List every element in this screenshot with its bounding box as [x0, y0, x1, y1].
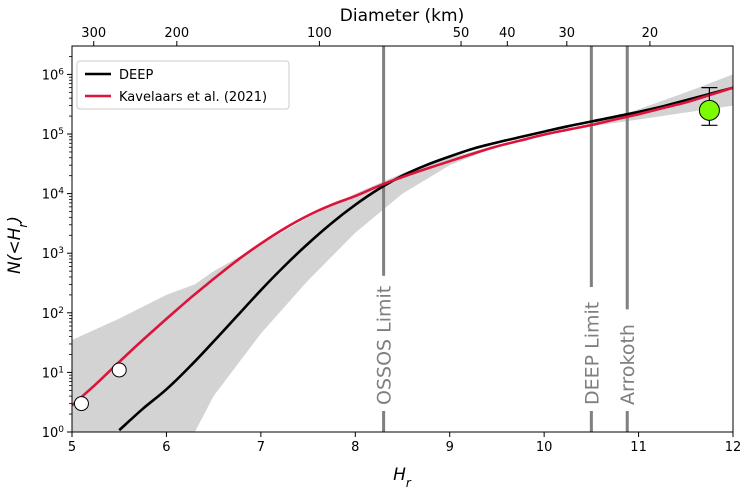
- legend: DEEP Kavelaars et al. (2021): [76, 60, 290, 110]
- vline-label-0: OSSOS Limit: [374, 286, 396, 405]
- vline-label-2: Arrokoth: [617, 324, 639, 405]
- y-axis-title: N(<Hr): [5, 216, 30, 274]
- y-tick-label-4: 104: [42, 187, 65, 203]
- vline-label-bg-1: [579, 287, 604, 411]
- axes: 5 6 7 8 9 10 11 12 100 101 102 103 104 105 106 300 200…: [42, 26, 742, 455]
- vline-label-bg-2: [615, 309, 640, 411]
- vertical-line-labels: OSSOS Limit DEEP Limit Arrokoth: [371, 275, 640, 411]
- x-axis-title: Hr: [393, 465, 412, 490]
- data-point-1: [111, 362, 127, 378]
- uncertainty-band: [72, 74, 733, 432]
- x-tick-label-6: 11: [630, 440, 647, 455]
- x-tick-label-5: 10: [536, 440, 553, 455]
- y-tick-label-3: 103: [42, 246, 64, 262]
- vline-label-bg-0: [371, 275, 396, 411]
- data-point-0: [73, 396, 89, 412]
- y-tick-label-0: 100: [42, 425, 65, 441]
- arrokoth-point: [698, 99, 720, 121]
- top-tick-label-5: 30: [559, 26, 576, 41]
- legend-label-deep: DEEP: [119, 68, 153, 83]
- x-tick-label-7: 12: [725, 440, 742, 455]
- deep-curve: [118, 86, 733, 432]
- top-axis-title: Diameter (km): [340, 6, 464, 26]
- top-tick-label-1: 200: [164, 26, 189, 41]
- y-tick-label-1: 101: [42, 365, 64, 381]
- x-axis-ticks: 5 6 7 8 9 10 11 12: [68, 432, 741, 455]
- x-tick-label-0: 5: [68, 440, 76, 455]
- x-tick-label-2: 7: [257, 440, 265, 455]
- top-tick-label-6: 20: [642, 26, 659, 41]
- kavelaars-curve: [72, 86, 733, 407]
- top-tick-label-2: 100: [307, 26, 332, 41]
- y-tick-label-2: 102: [42, 306, 64, 322]
- x-tick-label-4: 9: [446, 440, 454, 455]
- legend-label-kavelaars: Kavelaars et al. (2021): [119, 90, 267, 105]
- legend-box: [76, 60, 290, 110]
- vline-label-1: DEEP Limit: [581, 302, 603, 405]
- observed-points: [73, 87, 720, 412]
- y-tick-label-5: 105: [42, 127, 64, 143]
- plot-frame: [71, 45, 734, 433]
- y-tick-label-6: 106: [42, 67, 65, 83]
- x-tick-label-1: 6: [162, 440, 170, 455]
- y-axis-ticks: 100 101 102 103 104 105 106: [42, 56, 72, 441]
- x-tick-label-3: 8: [351, 440, 359, 455]
- top-axis-ticks: 300 200 100 50 40 30 20: [81, 26, 658, 46]
- top-tick-label-3: 50: [453, 26, 470, 41]
- top-tick-label-0: 300: [81, 26, 106, 41]
- top-tick-label-4: 40: [499, 26, 516, 41]
